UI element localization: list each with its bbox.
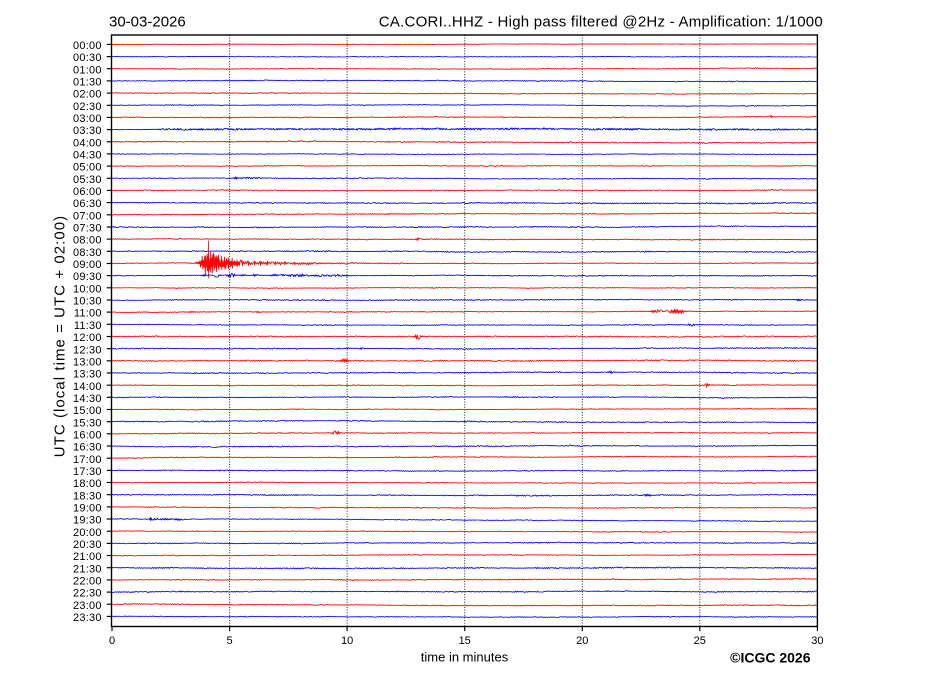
svg-text:07:30: 07:30 [73, 223, 102, 235]
svg-text:01:30: 01:30 [73, 77, 102, 89]
svg-text:time in minutes: time in minutes [421, 650, 509, 665]
svg-text:09:00: 09:00 [73, 259, 102, 271]
svg-text:20:30: 20:30 [73, 539, 102, 551]
svg-text:23:00: 23:00 [73, 600, 102, 612]
svg-text:08:30: 08:30 [73, 247, 102, 259]
svg-text:17:00: 17:00 [73, 454, 102, 466]
svg-text:14:00: 14:00 [73, 381, 102, 393]
svg-text:20: 20 [576, 635, 588, 647]
svg-text:05:00: 05:00 [73, 162, 102, 174]
svg-text:15:30: 15:30 [73, 417, 102, 429]
svg-text:22:00: 22:00 [73, 576, 102, 588]
svg-text:14:30: 14:30 [73, 393, 102, 405]
svg-text:11:30: 11:30 [74, 320, 102, 332]
svg-text:18:00: 18:00 [73, 478, 102, 490]
svg-text:20:00: 20:00 [73, 527, 102, 539]
svg-text:16:30: 16:30 [73, 442, 102, 454]
svg-text:09:30: 09:30 [73, 271, 102, 283]
svg-text:00:30: 00:30 [73, 52, 102, 64]
svg-text:12:00: 12:00 [73, 332, 102, 344]
svg-text:19:30: 19:30 [73, 515, 102, 527]
svg-text:16:00: 16:00 [73, 429, 102, 441]
svg-text:05:30: 05:30 [73, 174, 102, 186]
svg-text:01:00: 01:00 [73, 64, 102, 76]
svg-text:CA.CORI..HHZ - High pass filte: CA.CORI..HHZ - High pass filtered @2Hz -… [379, 14, 823, 31]
svg-text:UTC (local time = UTC + 02:00): UTC (local time = UTC + 02:00) [52, 215, 69, 457]
svg-text:07:00: 07:00 [73, 210, 102, 222]
svg-text:03:00: 03:00 [73, 113, 102, 125]
svg-text:10: 10 [341, 635, 353, 647]
svg-text:23:30: 23:30 [73, 612, 102, 624]
svg-text:13:00: 13:00 [73, 356, 102, 368]
svg-text:21:30: 21:30 [73, 563, 102, 575]
svg-text:25: 25 [694, 635, 706, 647]
svg-text:10:00: 10:00 [73, 283, 102, 295]
svg-text:30-03-2026: 30-03-2026 [109, 14, 186, 31]
svg-text:00:00: 00:00 [73, 40, 102, 52]
svg-text:15: 15 [459, 635, 471, 647]
svg-text:0: 0 [109, 635, 115, 647]
svg-text:22:30: 22:30 [73, 588, 102, 600]
svg-text:04:00: 04:00 [73, 137, 102, 149]
svg-text:02:30: 02:30 [73, 101, 102, 113]
svg-text:11:00: 11:00 [74, 308, 102, 320]
svg-text:12:30: 12:30 [73, 344, 102, 356]
svg-text:30: 30 [811, 635, 823, 647]
svg-text:5: 5 [227, 635, 233, 647]
svg-text:21:00: 21:00 [73, 551, 102, 563]
svg-text:15:00: 15:00 [73, 405, 102, 417]
svg-text:03:30: 03:30 [73, 125, 102, 137]
svg-text:04:30: 04:30 [73, 150, 102, 162]
svg-text:08:00: 08:00 [73, 235, 102, 247]
svg-text:13:30: 13:30 [73, 369, 102, 381]
svg-text:06:30: 06:30 [73, 198, 102, 210]
svg-text:10:30: 10:30 [73, 296, 102, 308]
svg-text:17:30: 17:30 [73, 466, 102, 478]
svg-text:06:00: 06:00 [73, 186, 102, 198]
svg-text:18:30: 18:30 [73, 490, 102, 502]
svg-text:19:00: 19:00 [73, 503, 102, 515]
svg-text:©ICGC 2026: ©ICGC 2026 [730, 650, 811, 666]
svg-text:02:00: 02:00 [73, 89, 102, 101]
